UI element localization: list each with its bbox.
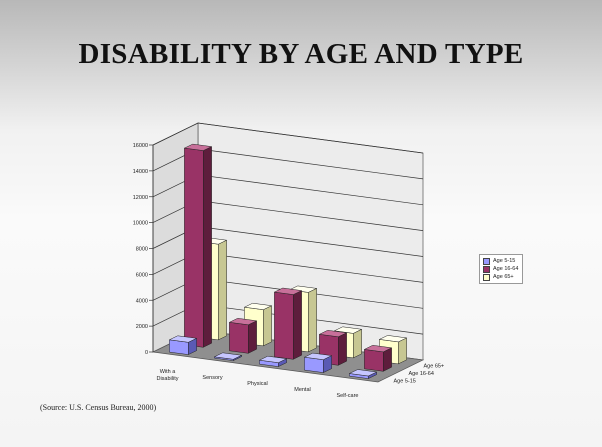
category-label: Sensory	[202, 375, 222, 381]
source-note: (Source: U.S. Census Bureau, 2000)	[40, 403, 157, 412]
bar-age16-64-4	[363, 345, 393, 372]
y-tick-label: 16000	[133, 143, 148, 149]
chart-labels: With a Disability Sensory Physical Mental Sel…	[156, 364, 444, 399]
legend-label: Age 5-15	[493, 258, 516, 264]
category-label: Self-care	[336, 393, 358, 399]
y-tick-label: 12000	[133, 195, 148, 201]
gridline	[152, 122, 424, 154]
legend-swatch	[483, 265, 490, 273]
bar-age5-15-3	[303, 352, 333, 373]
legend-label: Age 16-64	[493, 266, 519, 272]
y-tick-label: 10000	[133, 221, 148, 227]
legend-label: Age 65+	[493, 274, 514, 280]
category-label: With a Disability	[156, 369, 178, 382]
legend-swatch	[483, 257, 490, 265]
category-label: Physical	[247, 381, 267, 387]
y-tick-label: 14000	[133, 169, 148, 175]
y-axis: 0 2000 4000 6000 8000 10000 12000 14000 16000	[133, 143, 154, 356]
category-label: Mental	[294, 387, 311, 393]
depth-label: Age 5-15	[394, 378, 416, 384]
y-tick-label: 2000	[136, 324, 148, 330]
y-tick-label: 6000	[136, 272, 148, 278]
chart-bars	[168, 143, 408, 379]
bar-age16-64-0	[183, 143, 213, 348]
y-tick-label: 8000	[136, 247, 148, 253]
bar-age5-15-0	[168, 335, 198, 355]
legend-item: Age 65+	[483, 273, 518, 281]
chart-legend: Age 5-15 Age 16-64 Age 65+	[479, 254, 524, 284]
y-tick-label: 4000	[136, 298, 148, 304]
bar-age5-15-1	[213, 352, 243, 361]
bar-age16-64-1	[228, 318, 258, 354]
legend-item: Age 5-15	[483, 257, 518, 265]
legend-swatch	[483, 273, 490, 281]
slide-title: DISABILITY BY AGE AND TYPE	[78, 38, 524, 70]
bar-age5-15-4	[348, 369, 378, 379]
depth-label: Age 16-64	[409, 371, 434, 377]
bar-age16-64-2	[273, 287, 303, 360]
depth-label: Age 65+	[424, 364, 445, 370]
bar-age5-15-2	[258, 355, 288, 367]
legend-item: Age 16-64	[483, 265, 518, 273]
y-tick-label: 0	[145, 350, 148, 356]
